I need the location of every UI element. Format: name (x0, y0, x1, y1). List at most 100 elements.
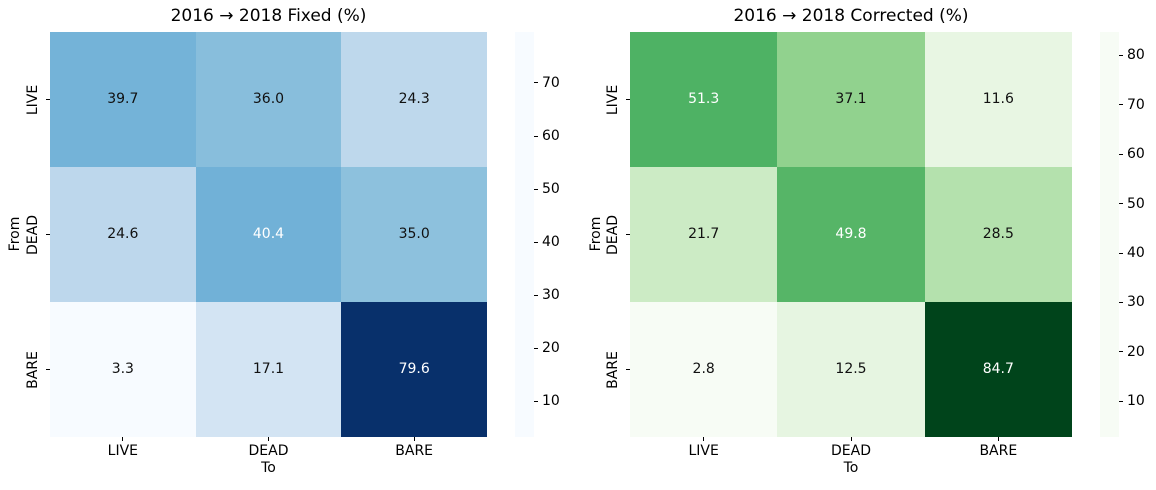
cell-value: 3.3 (111, 361, 134, 378)
x-axis-label-fixed: To (261, 460, 276, 476)
colorbar-tick-label: 20 (1127, 343, 1145, 360)
colorbar-tick-mark (534, 241, 538, 243)
colorbar-tick-mark (1119, 252, 1123, 254)
colorbar-tick-mark (1119, 54, 1123, 56)
cell-value: 21.7 (688, 226, 720, 243)
colorbar-tick-label: 10 (542, 393, 560, 410)
y-tick-label: BARE (605, 350, 621, 389)
x-tick-label: DEAD (248, 443, 289, 459)
x-tick-label: BARE (979, 443, 1018, 459)
y-tick-label: DEAD (605, 214, 621, 255)
chart-title-fixed: 2016 → 2018 Fixed (%) (170, 6, 367, 26)
heatmap-cell: 12.5 (777, 301, 925, 437)
heatmap-cell: 51.3 (630, 32, 778, 167)
cell-value: 24.3 (398, 91, 430, 108)
colorbar-tick-mark (1119, 104, 1123, 106)
colorbar-tick-label: 30 (542, 287, 560, 304)
colorbar-tick-label: 40 (1127, 245, 1145, 262)
cell-value: 49.8 (835, 226, 867, 243)
heatmap-cell: 24.6 (50, 166, 196, 302)
x-tick-mark (703, 437, 705, 441)
x-tick-mark (268, 437, 269, 441)
colorbar-tick-label: 70 (1127, 96, 1145, 113)
heatmap-cell: 35.0 (341, 166, 487, 302)
heatmap-cell: 36.0 (195, 32, 342, 167)
x-tick-mark (850, 437, 852, 441)
colorbar-tick-label: 70 (542, 74, 560, 91)
heatmap-axes-corrected: 51.3 37.1 11.6 21.7 49.8 28.5 2.8 12.5 84.7 (630, 32, 1072, 437)
cell-value: 37.1 (835, 91, 867, 108)
colorbar-tick-label: 80 (1127, 47, 1145, 64)
x-tick-label: DEAD (831, 443, 871, 459)
colorbar-tick-label: 10 (1127, 393, 1145, 410)
x-axis-label-corrected: To (843, 460, 859, 476)
cell-value: 40.4 (252, 226, 285, 243)
y-axis-label-fixed: From (7, 216, 23, 252)
colorbar-tick-mark (1119, 301, 1123, 303)
x-tick-mark (122, 437, 124, 441)
y-tick-mark (46, 99, 50, 100)
colorbar-fixed (515, 32, 534, 437)
heatmap-cell: 3.3 (50, 301, 196, 437)
colorbar-gradient (515, 32, 534, 437)
colorbar-tick-label: 30 (1127, 294, 1145, 311)
cell-value: 17.1 (252, 361, 285, 378)
y-tick-label: DEAD (25, 214, 41, 255)
colorbar-tick-mark (534, 400, 538, 402)
cell-value: 35.0 (398, 226, 430, 243)
colorbar-tick-label: 50 (542, 181, 560, 198)
chart-title-corrected: 2016 → 2018 Corrected (%) (733, 6, 969, 26)
colorbar-tick-label: 60 (1127, 146, 1145, 163)
heatmap-cell: 17.1 (195, 301, 342, 437)
y-tick-mark (626, 234, 630, 235)
cell-value: 79.6 (398, 361, 430, 378)
x-tick-label: LIVE (107, 443, 138, 459)
colorbar-tick-mark (1119, 400, 1123, 402)
y-tick-label: LIVE (605, 84, 621, 115)
cell-value: 51.3 (688, 91, 720, 108)
heatmap-cell: 40.4 (195, 166, 342, 302)
heatmap-cell: 37.1 (777, 32, 925, 167)
colorbar-tick-label: 60 (542, 128, 560, 145)
heatmap-cell: 21.7 (630, 166, 778, 302)
heatmap-cell: 2.8 (630, 301, 778, 437)
y-tick-mark (626, 99, 630, 100)
cell-value: 2.8 (692, 361, 715, 378)
cell-value: 28.5 (982, 226, 1014, 243)
colorbar-tick-mark (534, 135, 538, 137)
x-tick-label: LIVE (688, 443, 719, 459)
heatmap-cell: 11.6 (924, 32, 1072, 167)
colorbar-tick-mark (1119, 153, 1123, 155)
colorbar-corrected (1100, 32, 1119, 437)
heatmap-cell: 84.7 (924, 301, 1072, 437)
x-tick-label: BARE (395, 443, 434, 459)
x-tick-mark (997, 437, 999, 441)
cell-value: 36.0 (252, 91, 285, 108)
colorbar-tick-mark (1119, 351, 1123, 353)
heatmap-cell: 49.8 (777, 166, 925, 302)
cell-value: 24.6 (107, 226, 139, 243)
colorbar-tick-mark (1119, 203, 1123, 205)
cell-value: 12.5 (835, 361, 867, 378)
heatmap-cell: 79.6 (341, 301, 487, 437)
colorbar-tick-label: 40 (542, 234, 560, 251)
colorbar-gradient (1100, 32, 1119, 437)
y-tick-mark (46, 369, 50, 370)
colorbar-tick-mark (534, 188, 538, 190)
y-tick-mark (46, 234, 50, 235)
cell-value: 11.6 (982, 91, 1014, 108)
heatmap-cell: 28.5 (924, 166, 1072, 302)
cell-value: 39.7 (107, 91, 139, 108)
colorbar-tick-label: 20 (542, 340, 560, 357)
y-axis-label-corrected: From (588, 216, 604, 252)
y-tick-mark (626, 369, 630, 370)
y-tick-label: LIVE (25, 84, 41, 115)
x-tick-mark (413, 437, 415, 441)
heatmap-cell: 39.7 (50, 32, 196, 167)
colorbar-tick-mark (534, 347, 538, 349)
colorbar-tick-label: 50 (1127, 195, 1145, 212)
cell-value: 84.7 (982, 361, 1014, 378)
colorbar-tick-mark (534, 82, 538, 84)
heatmap-cell: 24.3 (341, 32, 487, 167)
